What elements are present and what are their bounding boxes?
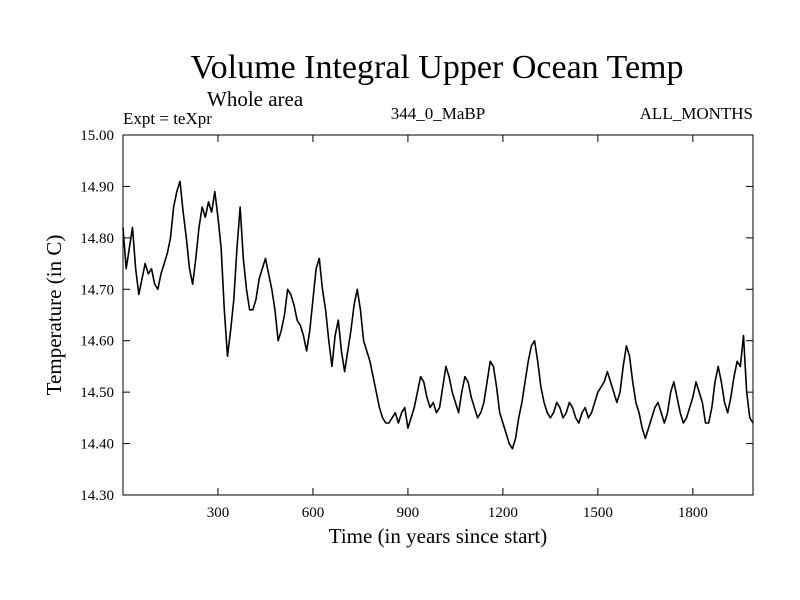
y-axis: 14.30 14.40 14.50 14.60 14.70 14.80 14.90 15.00 bbox=[80, 128, 753, 504]
y-tick-label: 14.80 bbox=[80, 231, 114, 247]
plot-area-frame bbox=[122, 134, 754, 496]
months-label: ALL_MONTHS bbox=[640, 104, 753, 123]
y-tick-label: 14.60 bbox=[80, 334, 114, 350]
x-tick-label: 600 bbox=[302, 505, 325, 521]
temperature-series-line bbox=[122, 180, 754, 450]
chart-title: Volume Integral Upper Ocean Temp bbox=[191, 49, 684, 86]
experiment-label: Expt = teXpr bbox=[123, 109, 212, 128]
x-tick-label: 300 bbox=[207, 505, 230, 521]
x-axis: 300 600 900 1200 1500 1800 bbox=[207, 135, 708, 521]
y-tick-label: 14.40 bbox=[80, 437, 114, 453]
x-tick-label: 900 bbox=[397, 505, 420, 521]
y-tick-label: 15.00 bbox=[80, 128, 114, 144]
y-tick-label: 14.50 bbox=[80, 385, 114, 401]
y-tick-label: 14.70 bbox=[80, 282, 114, 298]
period-label: 344_0_MaBP bbox=[391, 104, 485, 123]
chart-subtitle: Whole area bbox=[207, 87, 304, 111]
y-tick-label: 14.90 bbox=[80, 179, 114, 195]
x-tick-label: 1200 bbox=[488, 505, 518, 521]
y-axis-label: Temperature (in C) bbox=[42, 235, 66, 396]
x-axis-label: Time (in years since start) bbox=[329, 524, 548, 548]
x-tick-label: 1500 bbox=[583, 505, 613, 521]
x-tick-label: 1800 bbox=[678, 505, 708, 521]
y-tick-label: 14.30 bbox=[80, 488, 114, 504]
